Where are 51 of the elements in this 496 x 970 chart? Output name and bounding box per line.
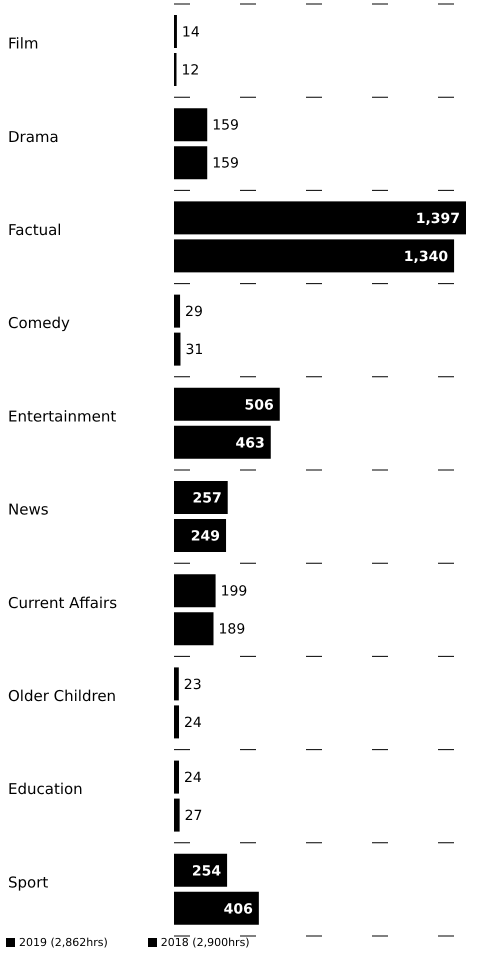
data-label: 31 xyxy=(185,342,204,358)
y-tick-label: Older Children xyxy=(8,687,116,705)
legend-label: 2019 (2,862hrs) xyxy=(19,936,108,949)
data-label: 159 xyxy=(212,118,239,134)
bar xyxy=(174,201,466,234)
data-label: 159 xyxy=(212,156,239,172)
data-label: 506 xyxy=(244,397,274,414)
bar xyxy=(174,481,228,514)
data-label: 1,340 xyxy=(404,248,448,265)
bar xyxy=(174,53,177,86)
y-tick-label: Current Affairs xyxy=(8,594,118,612)
bar xyxy=(174,239,454,272)
bar xyxy=(174,705,180,738)
data-label: 254 xyxy=(192,863,222,880)
y-tick-label: News xyxy=(8,500,49,519)
y-tick-label: Education xyxy=(8,780,83,798)
legend-label: 2018 (2,900hrs) xyxy=(160,936,250,949)
data-label: 24 xyxy=(184,770,202,786)
bar xyxy=(174,574,216,608)
y-tick-label: Film xyxy=(8,34,38,53)
bar xyxy=(174,760,180,794)
data-label: 257 xyxy=(192,490,222,506)
bar xyxy=(174,892,259,925)
bar xyxy=(174,798,180,832)
data-label: 463 xyxy=(236,435,265,452)
data-label: 24 xyxy=(184,714,202,731)
bar xyxy=(174,146,208,180)
data-label: 1,397 xyxy=(416,210,460,227)
y-tick-label: Factual xyxy=(8,221,62,239)
data-label: 12 xyxy=(182,62,200,78)
bar xyxy=(174,294,180,328)
bar xyxy=(174,388,280,421)
data-label: 189 xyxy=(218,622,246,638)
data-label: 199 xyxy=(220,584,248,600)
data-label: 406 xyxy=(224,901,253,918)
data-label: 14 xyxy=(182,24,200,40)
data-label: 23 xyxy=(184,676,202,693)
data-label: 249 xyxy=(190,528,220,544)
bar xyxy=(174,426,271,459)
y-tick-label: Sport xyxy=(8,873,48,892)
bar xyxy=(174,667,179,700)
data-label: 29 xyxy=(185,304,203,320)
data-label: 27 xyxy=(184,808,202,824)
y-tick-label: Entertainment xyxy=(8,407,116,426)
bar xyxy=(174,15,177,48)
bar xyxy=(174,332,180,366)
bar xyxy=(174,854,228,887)
bar xyxy=(174,108,208,142)
y-tick-label: Comedy xyxy=(8,314,70,332)
y-tick-label: Drama xyxy=(8,128,59,146)
bar xyxy=(174,612,214,646)
